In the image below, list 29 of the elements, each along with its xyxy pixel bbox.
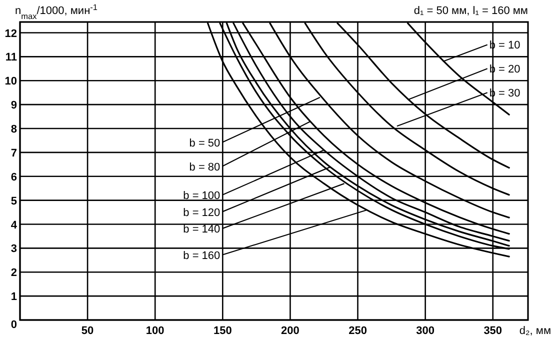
chart-title: d₁ = 50 мм, l₁ = 160 мм <box>414 5 528 17</box>
y-tick-label: 9 <box>10 100 17 112</box>
x-tick-label: 300 <box>416 325 434 337</box>
annotation: b = 50 <box>189 137 220 150</box>
annotation: b = 80 <box>189 161 220 174</box>
y-tick-label: 0 <box>10 319 17 331</box>
y-tick-label: 4 <box>10 219 18 232</box>
annotation: b = 140 <box>183 224 220 236</box>
y-tick-label: 3 <box>10 243 17 256</box>
y-tick-label: 6 <box>10 171 17 184</box>
x-axis-title: d₂, мм <box>519 325 551 337</box>
y-tick-label: 12 <box>4 28 17 40</box>
y-tick-label: 8 <box>10 124 17 136</box>
annotation: b = 100 <box>183 190 220 202</box>
annotation: b = 120 <box>183 206 220 219</box>
y-tick-label: 1 <box>10 291 17 304</box>
y-axis-title: n$_{max}$/1000, мин$^{-1}$ <box>15 2 98 20</box>
x-tick-label: 150 <box>213 325 232 337</box>
y-tick-label: 7 <box>10 147 17 160</box>
x-tick-label: 200 <box>281 325 300 337</box>
annotation: b = 160 <box>183 250 220 262</box>
y-tick-label: 11 <box>5 52 17 64</box>
x-tick-label: 50 <box>81 325 94 337</box>
y-tick-label: 5 <box>10 195 17 208</box>
x-tick-label: 100 <box>146 325 164 337</box>
x-tick-label: 250 <box>348 325 367 337</box>
y-tick-label: 2 <box>10 267 17 280</box>
x-tick-label: 350 <box>484 325 502 337</box>
y-tick-label: 10 <box>4 76 17 88</box>
